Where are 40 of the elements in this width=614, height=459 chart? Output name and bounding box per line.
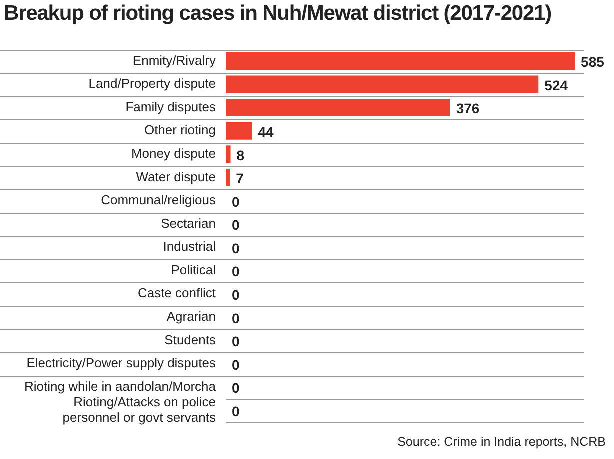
y-tick-label: Enmity/Rivalry (132, 52, 216, 68)
y-tick-label: Electricity/Power supply disputes (26, 356, 216, 371)
bar (226, 76, 539, 94)
data-label: 44 (258, 124, 274, 140)
bar (226, 168, 230, 186)
data-label: 0 (232, 217, 240, 234)
y-tick-label: Students (164, 332, 216, 348)
data-label: 0 (232, 194, 240, 210)
data-label: 0 (232, 310, 240, 326)
data-label: 585 (581, 54, 605, 70)
data-label: 0 (232, 240, 240, 256)
y-tick-label: Caste conflict (138, 286, 216, 301)
y-tick-label: Water dispute (136, 169, 216, 184)
data-label: 0 (232, 334, 240, 350)
y-tick-label: Rioting while in aandolan/Morcha (24, 378, 217, 394)
y-tick-label: Money dispute (131, 146, 216, 161)
data-label: 0 (232, 264, 240, 280)
data-label: 7 (236, 170, 244, 187)
bar (226, 52, 576, 70)
y-tick-label: Rioting/Attacks on police personnel or govt servants (62, 394, 216, 425)
y-tick-label: Industrial (163, 239, 216, 254)
data-label: 0 (232, 403, 240, 420)
y-tick-label: Agrarian (166, 308, 216, 324)
data-label: 524 (544, 77, 568, 94)
chart-title: Breakup of rioting cases in Nuh/Mewat district (2017-2021) (4, 2, 552, 26)
bar (226, 99, 450, 117)
data-label: 0 (232, 356, 240, 373)
data-label: 376 (456, 100, 480, 117)
data-label: 0 (232, 286, 240, 303)
y-tick-label: Family disputes (126, 99, 216, 114)
y-tick-label: Land/Property dispute (88, 76, 216, 92)
bar (226, 146, 231, 164)
y-tick-label: Communal/religious (101, 192, 216, 208)
data-label: 0 (232, 380, 240, 396)
y-tick-label: Sectarian (161, 216, 216, 231)
bar (226, 122, 252, 140)
y-tick-label: Political (171, 262, 216, 278)
y-tick-label: Other rioting (144, 122, 216, 138)
source-note: Source: Crime in India reports, NCRB (398, 435, 606, 449)
data-label: 8 (236, 147, 245, 164)
